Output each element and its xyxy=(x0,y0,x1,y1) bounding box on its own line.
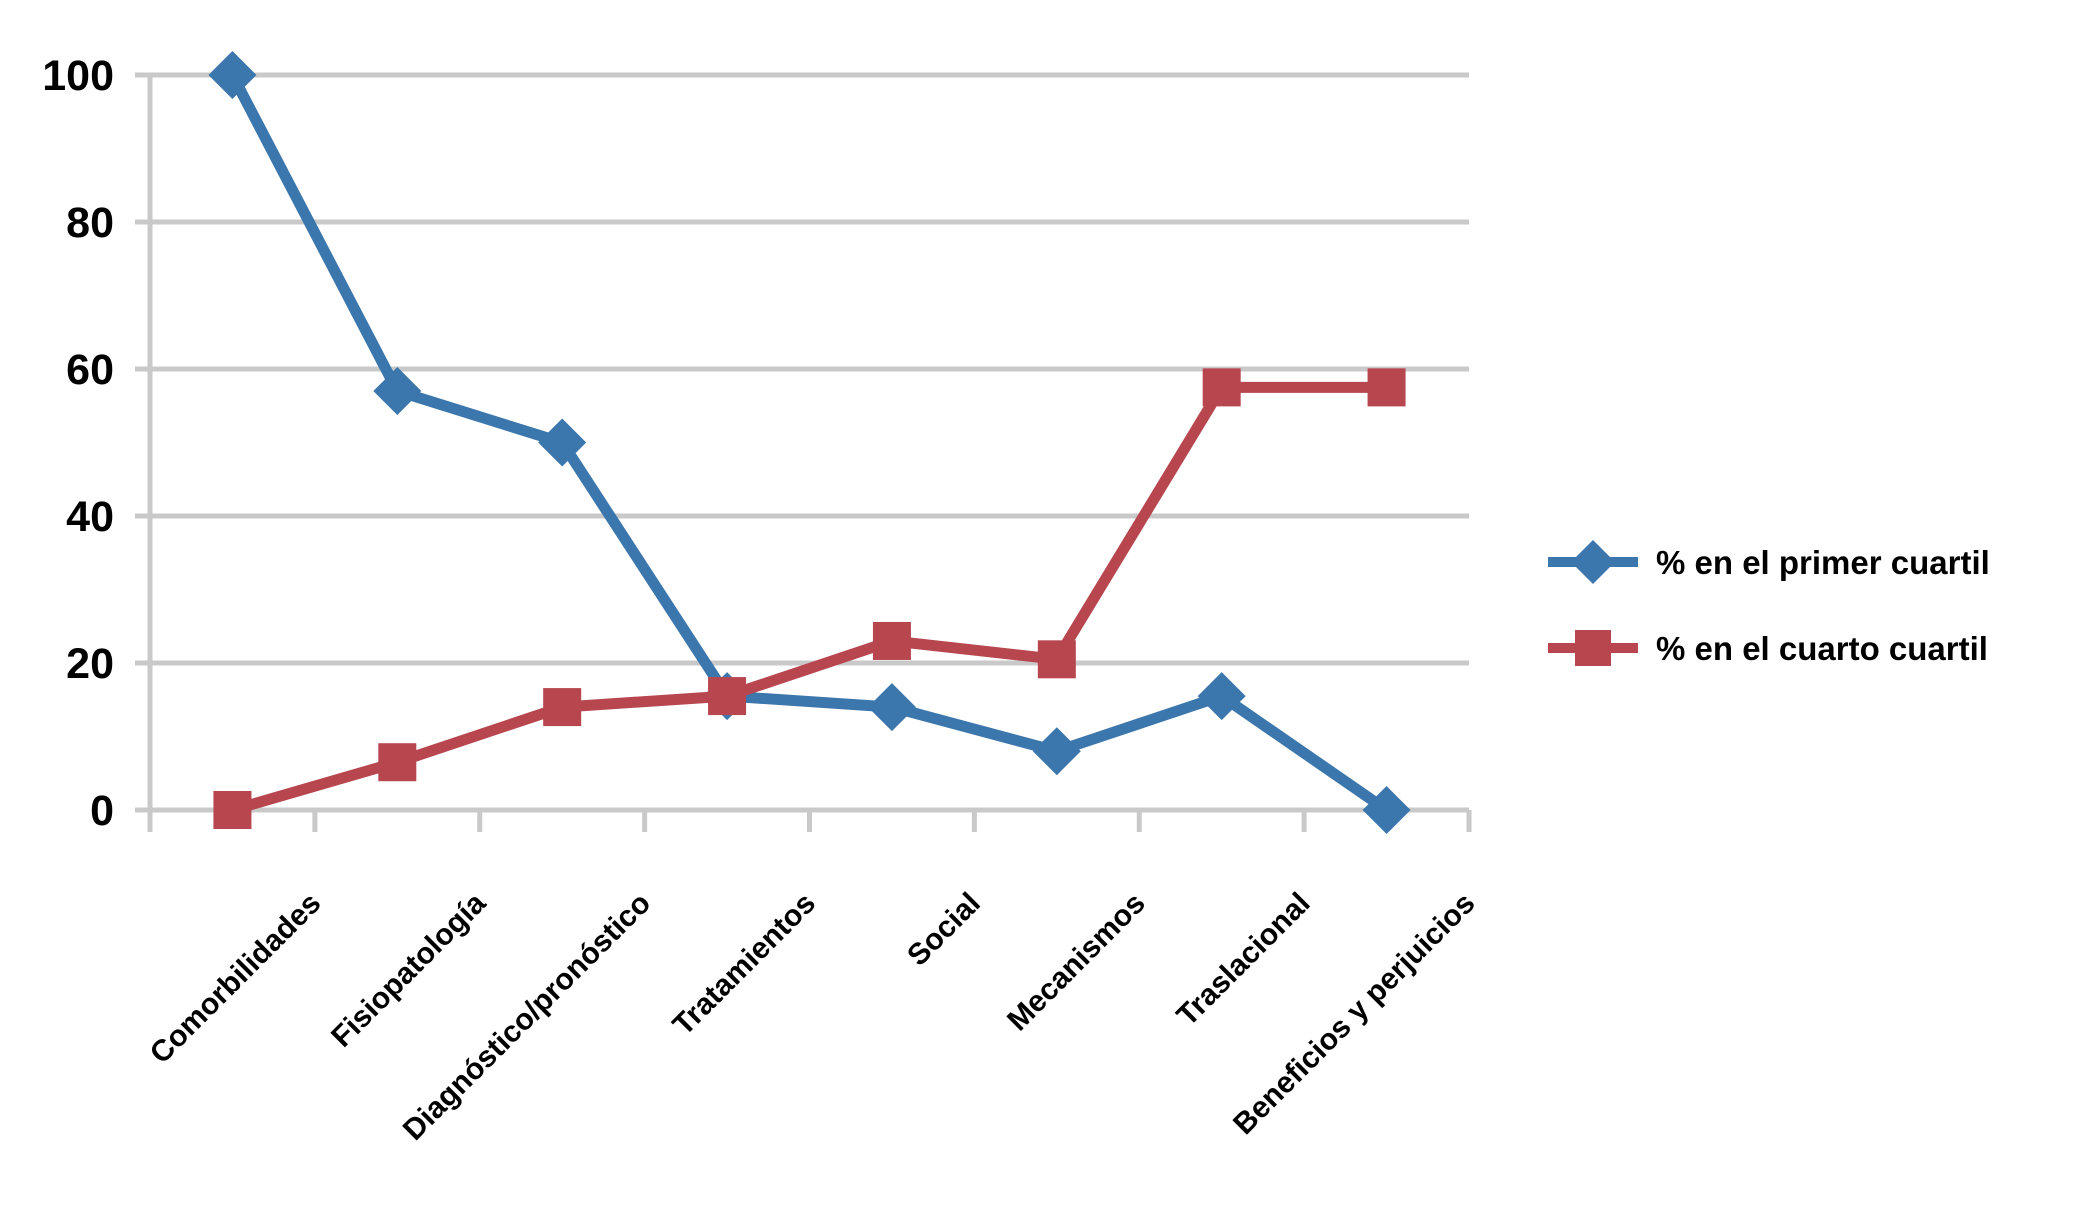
data-point-cuarto-cuartil-3 xyxy=(708,677,747,716)
gridlines xyxy=(150,72,1469,813)
data-point-primer-cuartil-1 xyxy=(373,367,422,416)
x-axis-labels: ComorbilidadesFisiopatologíaDiagnóstico/… xyxy=(144,886,1482,1146)
y-tick-label-0: 0 xyxy=(90,787,114,835)
series-line-primer-cuartil xyxy=(227,72,1390,815)
legend-item-primer-cuartil: % en el primer cuartil xyxy=(1548,540,1990,584)
data-point-primer-cuartil-0 xyxy=(208,51,257,99)
legend-label-cuarto-cuartil: % en el cuarto cuartil xyxy=(1656,630,1988,667)
y-tick-label-100: 100 xyxy=(42,52,114,100)
data-point-cuarto-cuartil-6 xyxy=(1202,368,1241,407)
x-axis-label-3: Tratamientos xyxy=(667,887,822,1042)
data-point-primer-cuartil-7 xyxy=(1362,786,1411,834)
legend-diamond-icon xyxy=(1571,540,1615,584)
legend-item-cuarto-cuartil: % en el cuarto cuartil xyxy=(1548,630,1988,667)
x-axis-label-0: Comorbilidades xyxy=(144,887,328,1071)
data-point-cuarto-cuartil-1 xyxy=(378,743,417,782)
y-tick-label-60: 60 xyxy=(66,346,114,394)
y-axis-labels: 0 20 40 60 80 100 xyxy=(42,52,114,835)
data-point-cuarto-cuartil-2 xyxy=(543,688,582,727)
axes xyxy=(135,72,1472,832)
x-axis-label-1: Fisiopatología xyxy=(325,886,492,1053)
x-axis-label-4: Social xyxy=(901,887,987,973)
y-tick-label-40: 40 xyxy=(66,493,114,541)
data-point-cuarto-cuartil-5 xyxy=(1037,640,1076,679)
plot-series xyxy=(208,51,1411,834)
legend-square-icon xyxy=(1575,630,1611,666)
data-point-primer-cuartil-5 xyxy=(1032,727,1081,776)
series-cuarto-cuartil xyxy=(213,368,1406,829)
x-axis-label-5: Mecanismos xyxy=(1001,887,1152,1038)
data-point-cuarto-cuartil-7 xyxy=(1367,368,1406,407)
data-point-cuarto-cuartil-4 xyxy=(872,621,911,660)
legend-label-primer-cuartil: % en el primer cuartil xyxy=(1656,544,1990,581)
data-point-primer-cuartil-2 xyxy=(538,418,587,467)
series-primer-cuartil xyxy=(208,51,1411,834)
y-tick-label-80: 80 xyxy=(66,199,114,247)
series-line-cuarto-cuartil xyxy=(230,381,1387,816)
data-point-primer-cuartil-4 xyxy=(867,683,916,732)
y-tick-label-20: 20 xyxy=(66,640,114,688)
data-point-primer-cuartil-6 xyxy=(1197,672,1246,721)
x-axis-label-6: Traslacional xyxy=(1171,887,1317,1033)
legend: % en el primer cuartil % en el cuarto cua… xyxy=(1548,540,1990,667)
data-point-cuarto-cuartil-0 xyxy=(213,791,252,829)
